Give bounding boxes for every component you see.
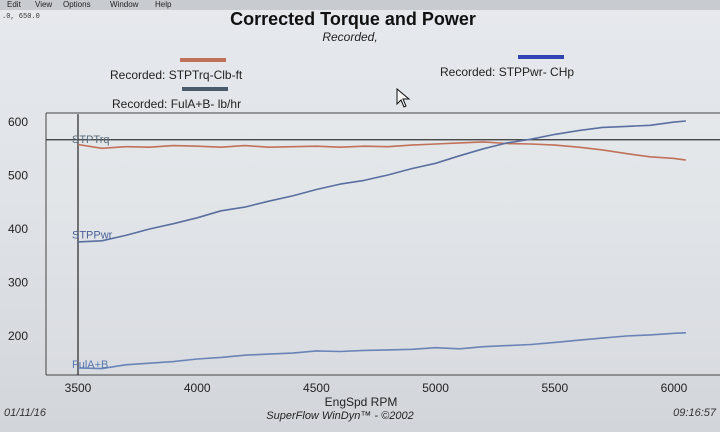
chart-subtitle: Recorded, <box>322 30 377 44</box>
y-tick-label: 500 <box>8 168 28 182</box>
legend-label-power: Recorded: STPPwr- CHp <box>440 65 574 79</box>
legend-label-torque: Recorded: STPTrq-Clb-ft <box>110 68 243 82</box>
footer-date: 01/11/16 <box>4 407 47 419</box>
series-line-stptrq <box>77 141 687 161</box>
plot-area <box>46 113 720 375</box>
series-layer <box>77 120 687 370</box>
chart-title: Corrected Torque and Power <box>230 9 476 29</box>
footer-credit: SuperFlow WinDyn™ - ©2002 <box>266 410 413 422</box>
menu-item-window[interactable]: Window <box>110 0 139 9</box>
x-tick-label: 5000 <box>422 381 449 395</box>
menu-item-edit[interactable]: Edit <box>7 0 21 9</box>
series-label-fula-b: FulA+B <box>72 359 108 371</box>
menu-item-help[interactable]: Help <box>155 0 172 9</box>
x-tick-label: 6000 <box>661 381 688 395</box>
footer-time: 09:16:57 <box>673 407 717 419</box>
menu-item-view[interactable]: View <box>35 0 53 9</box>
x-axis-label: EngSpd RPM <box>325 395 398 409</box>
x-axis-ticks: 3500 4000 4500 5000 5500 6000 <box>65 381 688 395</box>
y-tick-label: 400 <box>8 222 28 236</box>
y-tick-label: 200 <box>8 329 28 343</box>
series-label-stppwr: STPPwr <box>72 229 113 241</box>
mouse-cursor-icon <box>396 87 411 108</box>
x-tick-label: 3500 <box>65 381 92 395</box>
legend-label-fuel: Recorded: FulA+B- lb/hr <box>112 97 241 111</box>
series-line-fula-b <box>77 332 686 370</box>
y-tick-label: 600 <box>8 115 28 129</box>
coordinate-readout: .0, 650.0 <box>2 13 40 21</box>
y-tick-label: 300 <box>8 275 28 289</box>
x-tick-label: 4500 <box>303 381 330 395</box>
menu-item-options[interactable]: Options <box>63 0 91 9</box>
x-tick-label: 5500 <box>541 381 568 395</box>
series-labels: STPTrq STPPwr FulA+B <box>72 134 113 371</box>
menu-bar: Edit View Options Window Help <box>0 0 720 10</box>
y-axis-ticks: 200 300 400 500 600 <box>8 115 28 343</box>
series-line-stppwr <box>77 120 686 243</box>
legend: Recorded: STPTrq-Clb-ft Recorded: STPPwr… <box>110 55 574 111</box>
series-label-stptrq: STPTrq <box>72 134 110 146</box>
x-tick-label: 4000 <box>184 381 211 395</box>
